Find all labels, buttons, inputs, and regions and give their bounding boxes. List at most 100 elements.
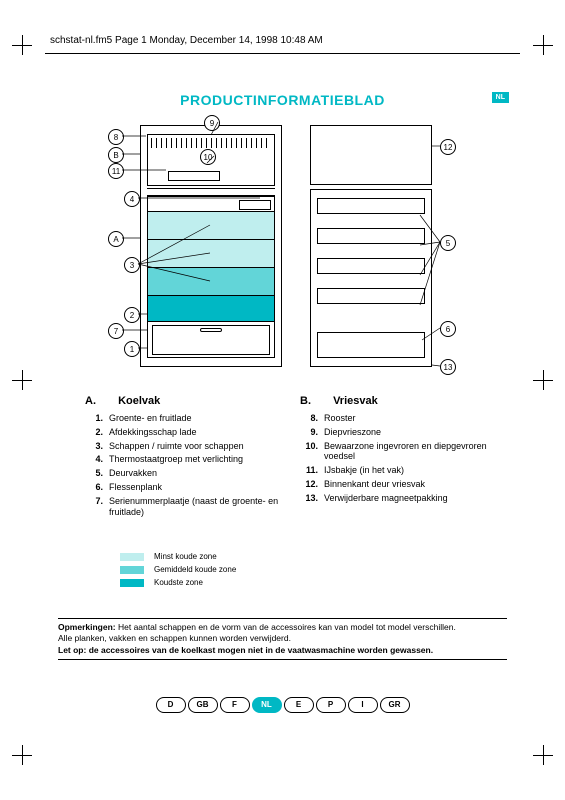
zone-least-cold: [148, 211, 274, 239]
legend-item-number: 10.: [300, 441, 324, 463]
callout-2: 2: [124, 307, 140, 323]
legend-item-number: 1.: [85, 413, 109, 424]
callout-6: 6: [440, 321, 456, 337]
header-rule: [45, 53, 520, 54]
crop-mark: [12, 35, 32, 55]
callout-A: A: [108, 231, 124, 247]
callout-B: B: [108, 147, 124, 163]
zone-label: Koudste zone: [154, 578, 203, 587]
notes-line-1: Opmerkingen: Het aantal schappen en de v…: [58, 622, 507, 633]
legend-item: 9.Diepvrieszone: [300, 427, 500, 438]
callout-7: 7: [108, 323, 124, 339]
legend-item-number: 4.: [85, 454, 109, 465]
legend-item-number: 3.: [85, 441, 109, 452]
language-pill-f[interactable]: F: [220, 697, 250, 713]
callout-number: 5: [440, 235, 456, 251]
legend-item-text: Flessenplank: [109, 482, 285, 493]
crop-mark: [533, 35, 553, 55]
page-title: PRODUCTINFORMATIEBLAD: [0, 92, 565, 108]
door-shelf: [317, 198, 425, 214]
zone-label: Gemiddeld koude zone: [154, 565, 236, 574]
language-pill-d[interactable]: D: [156, 697, 186, 713]
crop-mark: [12, 745, 32, 765]
zone-swatch: [120, 566, 144, 574]
callout-1: 1: [124, 341, 140, 357]
notes-rule: [58, 659, 507, 660]
crop-mark: [12, 370, 32, 390]
legend-title: Koelvak: [118, 395, 160, 407]
callout-12: 12: [440, 139, 456, 155]
shelf: [148, 267, 274, 269]
legend-item-text: Diepvrieszone: [324, 427, 500, 438]
zone-label: Minst koude zone: [154, 552, 217, 561]
legend-item-number: 11.: [300, 465, 324, 476]
bottle-shelf: [317, 332, 425, 358]
legend-item-text: Bewaarzone ingevroren en diepgevroren vo…: [324, 441, 500, 463]
language-pill-p[interactable]: P: [316, 697, 346, 713]
thermostat: [239, 200, 271, 210]
zone-least-cold: [148, 239, 274, 267]
legend-item: 7.Serienummerplaatje (naast de groente- …: [85, 496, 285, 518]
callout-number: 2: [124, 307, 140, 323]
door-shelf: [317, 228, 425, 244]
language-pill-nl[interactable]: NL: [252, 697, 282, 713]
shelf: [148, 239, 274, 241]
legend-item: 5.Deurvakken: [85, 468, 285, 479]
ice-tray: [168, 171, 220, 181]
legend-item: 6.Flessenplank: [85, 482, 285, 493]
legend-item-text: Rooster: [324, 413, 500, 424]
language-pill-gr[interactable]: GR: [380, 697, 410, 713]
zone-row: Minst koude zone: [120, 552, 236, 561]
product-diagram: 8B114A3271910125613: [100, 115, 460, 375]
callout-number: 13: [440, 359, 456, 375]
legend-column-a: A. Koelvak 1.Groente- en fruitlade2.Afde…: [85, 395, 285, 520]
zone-row: Gemiddeld koude zone: [120, 565, 236, 574]
legend-item: 3.Schappen / ruimte voor schappen: [85, 441, 285, 452]
callout-5: 5: [440, 235, 456, 251]
notes-line-2: Alle planken, vakken en schappen kunnen …: [58, 633, 507, 644]
legend-item: 10.Bewaarzone ingevroren en diepgevroren…: [300, 441, 500, 463]
crop-mark: [533, 370, 553, 390]
legend-item-text: IJsbakje (in het vak): [324, 465, 500, 476]
language-pill-i[interactable]: I: [348, 697, 378, 713]
divider: [147, 188, 275, 196]
legend-item-number: 5.: [85, 468, 109, 479]
temperature-zones-legend: Minst koude zone Gemiddeld koude zone Koud…: [120, 552, 236, 591]
legend-item: 8.Rooster: [300, 413, 500, 424]
language-pill-e[interactable]: E: [284, 697, 314, 713]
door-shelf: [317, 288, 425, 304]
callout-number: A: [108, 231, 124, 247]
legend-item-text: Schappen / ruimte voor schappen: [109, 441, 285, 452]
zone-swatch: [120, 579, 144, 587]
callout-number: 4: [124, 191, 140, 207]
notes-section: Opmerkingen: Het aantal schappen en de v…: [58, 618, 507, 660]
callout-number: 6: [440, 321, 456, 337]
callout-number: 10: [200, 149, 216, 165]
freezer-grill: [151, 138, 271, 148]
legend-column-b: B. Vriesvak 8.Rooster9.Diepvrieszone10.B…: [300, 395, 500, 507]
legend-item-text: Afdekkingsschap lade: [109, 427, 285, 438]
language-pill-gb[interactable]: GB: [188, 697, 218, 713]
legend-item-text: Thermostaatgroep met verlichting: [109, 454, 285, 465]
legend-item-number: 13.: [300, 493, 324, 504]
legend-item-number: 2.: [85, 427, 109, 438]
language-tag-nl: NL: [492, 92, 509, 103]
callout-9: 9: [204, 115, 220, 131]
callout-13: 13: [440, 359, 456, 375]
legend-item-text: Verwijderbare magneetpakking: [324, 493, 500, 504]
legend-letter: B.: [300, 395, 330, 407]
callout-number: 3: [124, 257, 140, 273]
zone-row: Koudste zone: [120, 578, 236, 587]
legend-item-number: 9.: [300, 427, 324, 438]
callout-number: 8: [108, 129, 124, 145]
legend-item: 11.IJsbakje (in het vak): [300, 465, 500, 476]
language-selector: DGBFNLEPIGR: [0, 694, 565, 713]
legend-item-text: Serienummerplaatje (naast de groente- en…: [109, 496, 285, 518]
callout-number: B: [108, 147, 124, 163]
callout-number: 7: [108, 323, 124, 339]
zone-mid-cold: [148, 267, 274, 295]
legend-item-number: 7.: [85, 496, 109, 518]
legend-title: Vriesvak: [333, 395, 378, 407]
page-header-runner: schstat-nl.fm5 Page 1 Monday, December 1…: [50, 35, 323, 46]
notes-warning: Let op: de accessoires van de koelkast m…: [58, 645, 433, 655]
